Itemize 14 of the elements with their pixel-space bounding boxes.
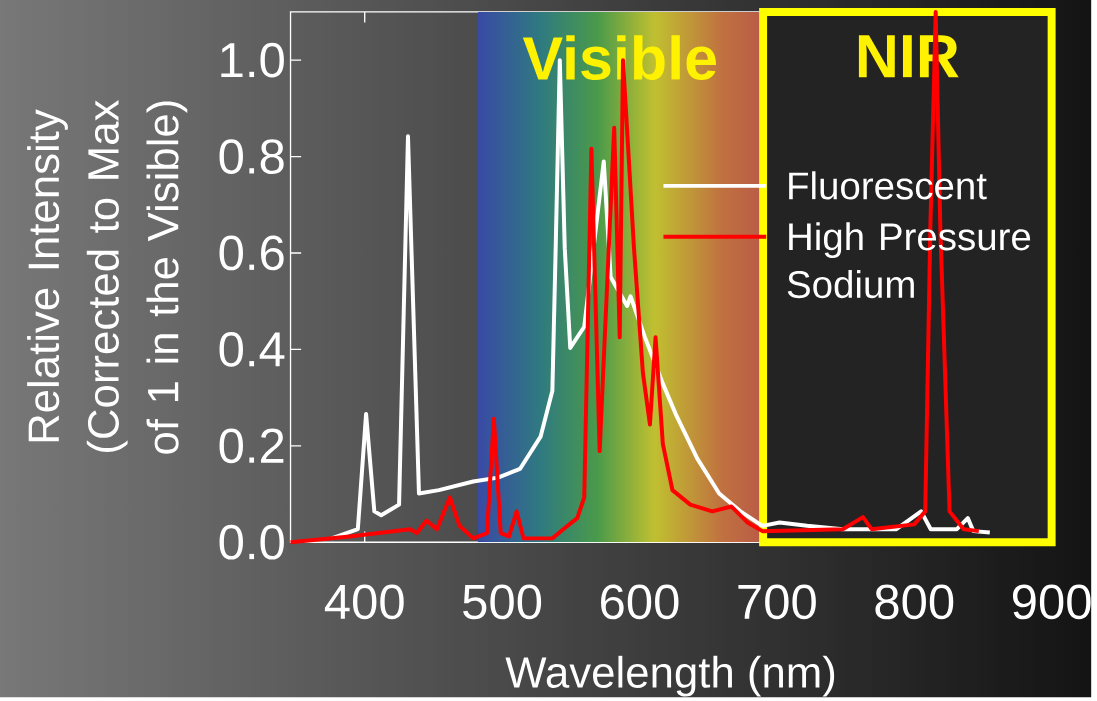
x-tick-label: 500 <box>463 584 542 620</box>
x-tick-label: 900 <box>1012 584 1091 620</box>
x-tick-label: 400 <box>324 584 404 620</box>
x-tick-label: 600 <box>601 584 679 620</box>
y-tick-label: 0.0 <box>219 524 284 560</box>
x-tick-label: 800 <box>875 584 954 620</box>
x-tick-label: 700 <box>738 584 816 620</box>
x-axis-title: Wavelength (nm) <box>505 655 835 697</box>
y-tick-label: 0.4 <box>219 332 285 367</box>
y-tick-label: 0.8 <box>219 139 284 174</box>
y-tick-label: 0.2 <box>219 428 284 464</box>
y-axis-title: Relative Intensity (Corrected to Max of 1 in the Visible) <box>27 100 188 454</box>
y-tick-label: 0.6 <box>219 235 284 271</box>
y-tick-label: 1.0 <box>221 42 284 78</box>
